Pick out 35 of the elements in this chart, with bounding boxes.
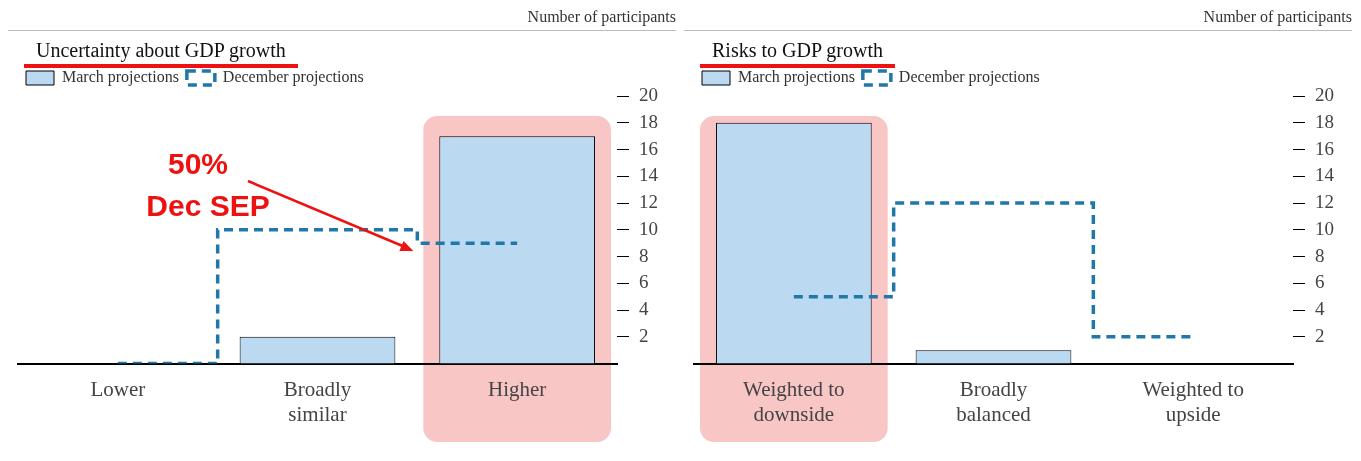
y-tick-label: 12 [1315, 191, 1334, 213]
y-tick-label: 6 [1315, 271, 1325, 293]
annotation: 50% Dec SEP [146, 147, 270, 223]
x-tick-label: Weighted to upside [1142, 376, 1244, 426]
y-tick-label: 16 [639, 137, 658, 159]
y-tick-label: 16 [1315, 137, 1334, 159]
x-tick-label: Lower [90, 376, 146, 401]
y-tick-label: 4 [1315, 298, 1325, 320]
x-tick-label: Higher [488, 376, 547, 401]
chart-title: Risks to GDP growth [712, 39, 883, 61]
y-tick-label: 12 [639, 191, 658, 213]
y-tick-label: 8 [1315, 244, 1325, 266]
y-axis-title: Number of participants [8, 8, 676, 31]
legend-label: March projections [62, 68, 179, 87]
y-tick-label: 18 [639, 110, 658, 132]
chart-title: Uncertainty about GDP growth [36, 39, 286, 61]
y-tick-label: 14 [639, 164, 659, 186]
y-axis-title: Number of participants [684, 8, 1352, 31]
y-tick-label: 20 [639, 83, 658, 105]
x-tick-label: Broadly similar [283, 376, 352, 426]
x-tick-label: Weighted to downside [743, 376, 845, 426]
y-tick-label: 8 [639, 244, 649, 266]
legend-label: March projections [738, 68, 855, 87]
y-tick-label: 2 [639, 324, 649, 346]
y-tick-label: 4 [639, 298, 649, 320]
y-tick-label: 2 [1315, 324, 1325, 346]
y-tick-label: 20 [1315, 83, 1334, 105]
y-tick-label: 10 [1315, 217, 1334, 239]
y-tick-label: 10 [639, 217, 658, 239]
y-tick-label: 18 [1315, 110, 1334, 132]
y-tick-label: 6 [639, 271, 649, 293]
legend-label: December projections [898, 68, 1040, 87]
x-tick-label: Broadly balanced [956, 376, 1032, 426]
legend-label: December projections [222, 68, 364, 87]
y-tick-label: 14 [1315, 164, 1335, 186]
